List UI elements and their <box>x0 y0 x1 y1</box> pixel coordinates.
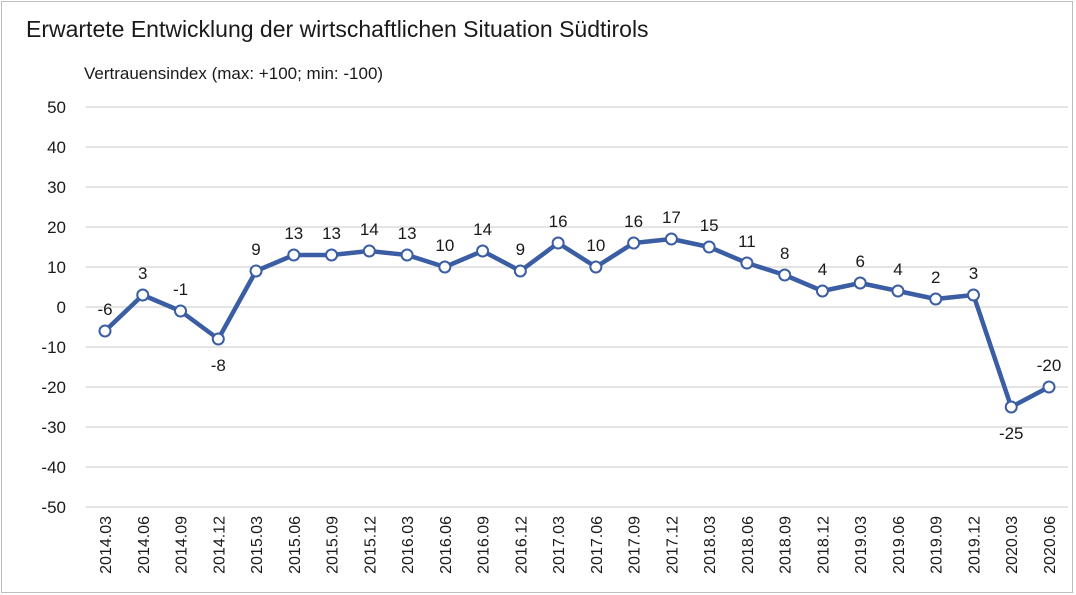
data-points <box>98 232 1056 414</box>
x-tick-label: 2014.03 <box>98 516 115 574</box>
data-label-2019.12: 3 <box>969 264 978 283</box>
x-tick-label: 2015.09 <box>325 516 342 574</box>
x-tick-label: 2017.03 <box>551 516 568 574</box>
data-point-2018.12 <box>815 284 829 298</box>
x-tick-label: 2014.06 <box>136 516 153 574</box>
data-point-2020.03 <box>1004 400 1018 414</box>
x-tick-label: 2018.03 <box>702 516 719 574</box>
data-label-2015.12: 14 <box>360 220 379 239</box>
data-point-2016.12 <box>513 264 527 278</box>
data-label-2014.03: -6 <box>97 300 112 319</box>
data-point-2020.06 <box>1042 380 1056 394</box>
data-point-2015.12 <box>362 244 376 258</box>
data-label-2014.09: -1 <box>173 280 188 299</box>
x-tick-label: 2014.12 <box>211 516 228 574</box>
data-point-2017.12 <box>664 232 678 246</box>
x-tick-label: 2016.12 <box>513 516 530 574</box>
y-tick-label: -10 <box>41 338 66 357</box>
x-tick-label: 2015.03 <box>249 516 266 574</box>
series-line <box>102 236 1052 410</box>
y-tick-label: -50 <box>41 498 66 517</box>
x-tick-labels: 2014.03 2014.06 2014.09 2014.12 2015.03 2015.… <box>98 516 1059 574</box>
data-point-2017.09 <box>627 236 641 250</box>
data-label-2019.03: 6 <box>855 252 864 271</box>
x-tick-label: 2020.06 <box>1042 516 1059 574</box>
x-tick-label: 2019.12 <box>966 516 983 574</box>
y-tick-label: 20 <box>47 218 66 237</box>
x-tick-label: 2016.09 <box>476 516 493 574</box>
data-point-2015.03 <box>249 264 263 278</box>
data-label-2017.03: 16 <box>549 212 568 231</box>
x-tick-label: 2015.06 <box>287 516 304 574</box>
data-label-2017.12: 17 <box>662 208 681 227</box>
data-point-2014.12 <box>211 332 225 346</box>
data-point-2014.06 <box>136 288 150 302</box>
data-label-2020.03: -25 <box>999 424 1024 443</box>
data-label-2018.03: 15 <box>700 216 719 235</box>
y-axis-label: Vertrauensindex (max: +100; min: -100) <box>84 64 384 83</box>
x-tick-label: 2017.06 <box>589 516 606 574</box>
data-label-2017.09: 16 <box>624 212 643 231</box>
gridlines <box>86 106 1068 508</box>
data-point-2016.03 <box>400 248 414 262</box>
y-tick-label: 0 <box>57 298 66 317</box>
x-tick-label: 2019.03 <box>853 516 870 574</box>
x-tick-label: 2019.09 <box>929 516 946 574</box>
data-point-2014.09 <box>174 304 188 318</box>
data-point-2015.09 <box>325 248 339 262</box>
data-label-2019.09: 2 <box>931 268 940 287</box>
data-label-2018.09: 8 <box>780 244 789 263</box>
data-label-2015.06: 13 <box>284 224 303 243</box>
data-point-2017.06 <box>589 260 603 274</box>
data-label-2016.12: 9 <box>516 240 525 259</box>
y-tick-label: -40 <box>41 458 66 477</box>
y-tick-label: -30 <box>41 418 66 437</box>
y-tick-label: 40 <box>47 138 66 157</box>
data-point-2014.03 <box>98 324 112 338</box>
data-point-2019.12 <box>966 288 980 302</box>
y-tick-label: 10 <box>47 258 66 277</box>
data-label-2015.09: 13 <box>322 224 341 243</box>
x-tick-label: 2016.03 <box>400 516 417 574</box>
x-tick-label: 2018.09 <box>778 516 795 574</box>
data-point-2019.06 <box>891 284 905 298</box>
data-label-2018.06: 11 <box>738 232 756 251</box>
x-tick-label: 2017.12 <box>664 516 681 574</box>
x-tick-label: 2019.06 <box>891 516 908 574</box>
x-tick-label: 2018.12 <box>815 516 832 574</box>
x-tick-label: 2017.09 <box>627 516 644 574</box>
data-label-2019.06: 4 <box>893 260 902 279</box>
data-point-2017.03 <box>551 236 565 250</box>
y-tick-label: 50 <box>47 98 66 117</box>
data-label-2016.09: 14 <box>473 220 492 239</box>
x-tick-label: 2016.06 <box>438 516 455 574</box>
data-label-2016.06: 10 <box>435 236 454 255</box>
data-point-2015.06 <box>287 248 301 262</box>
data-label-2016.03: 13 <box>398 224 417 243</box>
data-label-2014.06: 3 <box>138 264 147 283</box>
data-point-2018.09 <box>778 268 792 282</box>
y-tick-labels: 50 40 30 20 10 0 -10 -20 -30 -40 -50 <box>41 98 66 517</box>
data-label-2018.12: 4 <box>818 260 827 279</box>
data-label-2014.12: -8 <box>211 356 226 375</box>
data-label-2015.03: 9 <box>251 240 260 259</box>
data-label-2020.06: -20 <box>1037 356 1062 375</box>
chart-title: Erwartete Entwicklung der wirtschaftlich… <box>26 16 649 42</box>
x-tick-label: 2018.06 <box>740 516 757 574</box>
data-point-2018.03 <box>702 240 716 254</box>
data-point-2019.03 <box>853 276 867 290</box>
y-tick-label: -20 <box>41 378 66 397</box>
data-point-2019.09 <box>929 292 943 306</box>
data-point-2018.06 <box>740 256 754 270</box>
data-label-2017.06: 10 <box>586 236 605 255</box>
x-tick-label: 2020.03 <box>1004 516 1021 574</box>
data-labels: -6 3 -1 -8 9 13 13 14 13 10 14 9 16 10 16 17 15 11 8 4 6 4 2 3 -… <box>97 208 1061 443</box>
data-point-2016.09 <box>476 244 490 258</box>
x-tick-label: 2015.12 <box>362 516 379 574</box>
data-point-2016.06 <box>438 260 452 274</box>
y-tick-label: 30 <box>47 178 66 197</box>
x-tick-label: 2014.09 <box>174 516 191 574</box>
